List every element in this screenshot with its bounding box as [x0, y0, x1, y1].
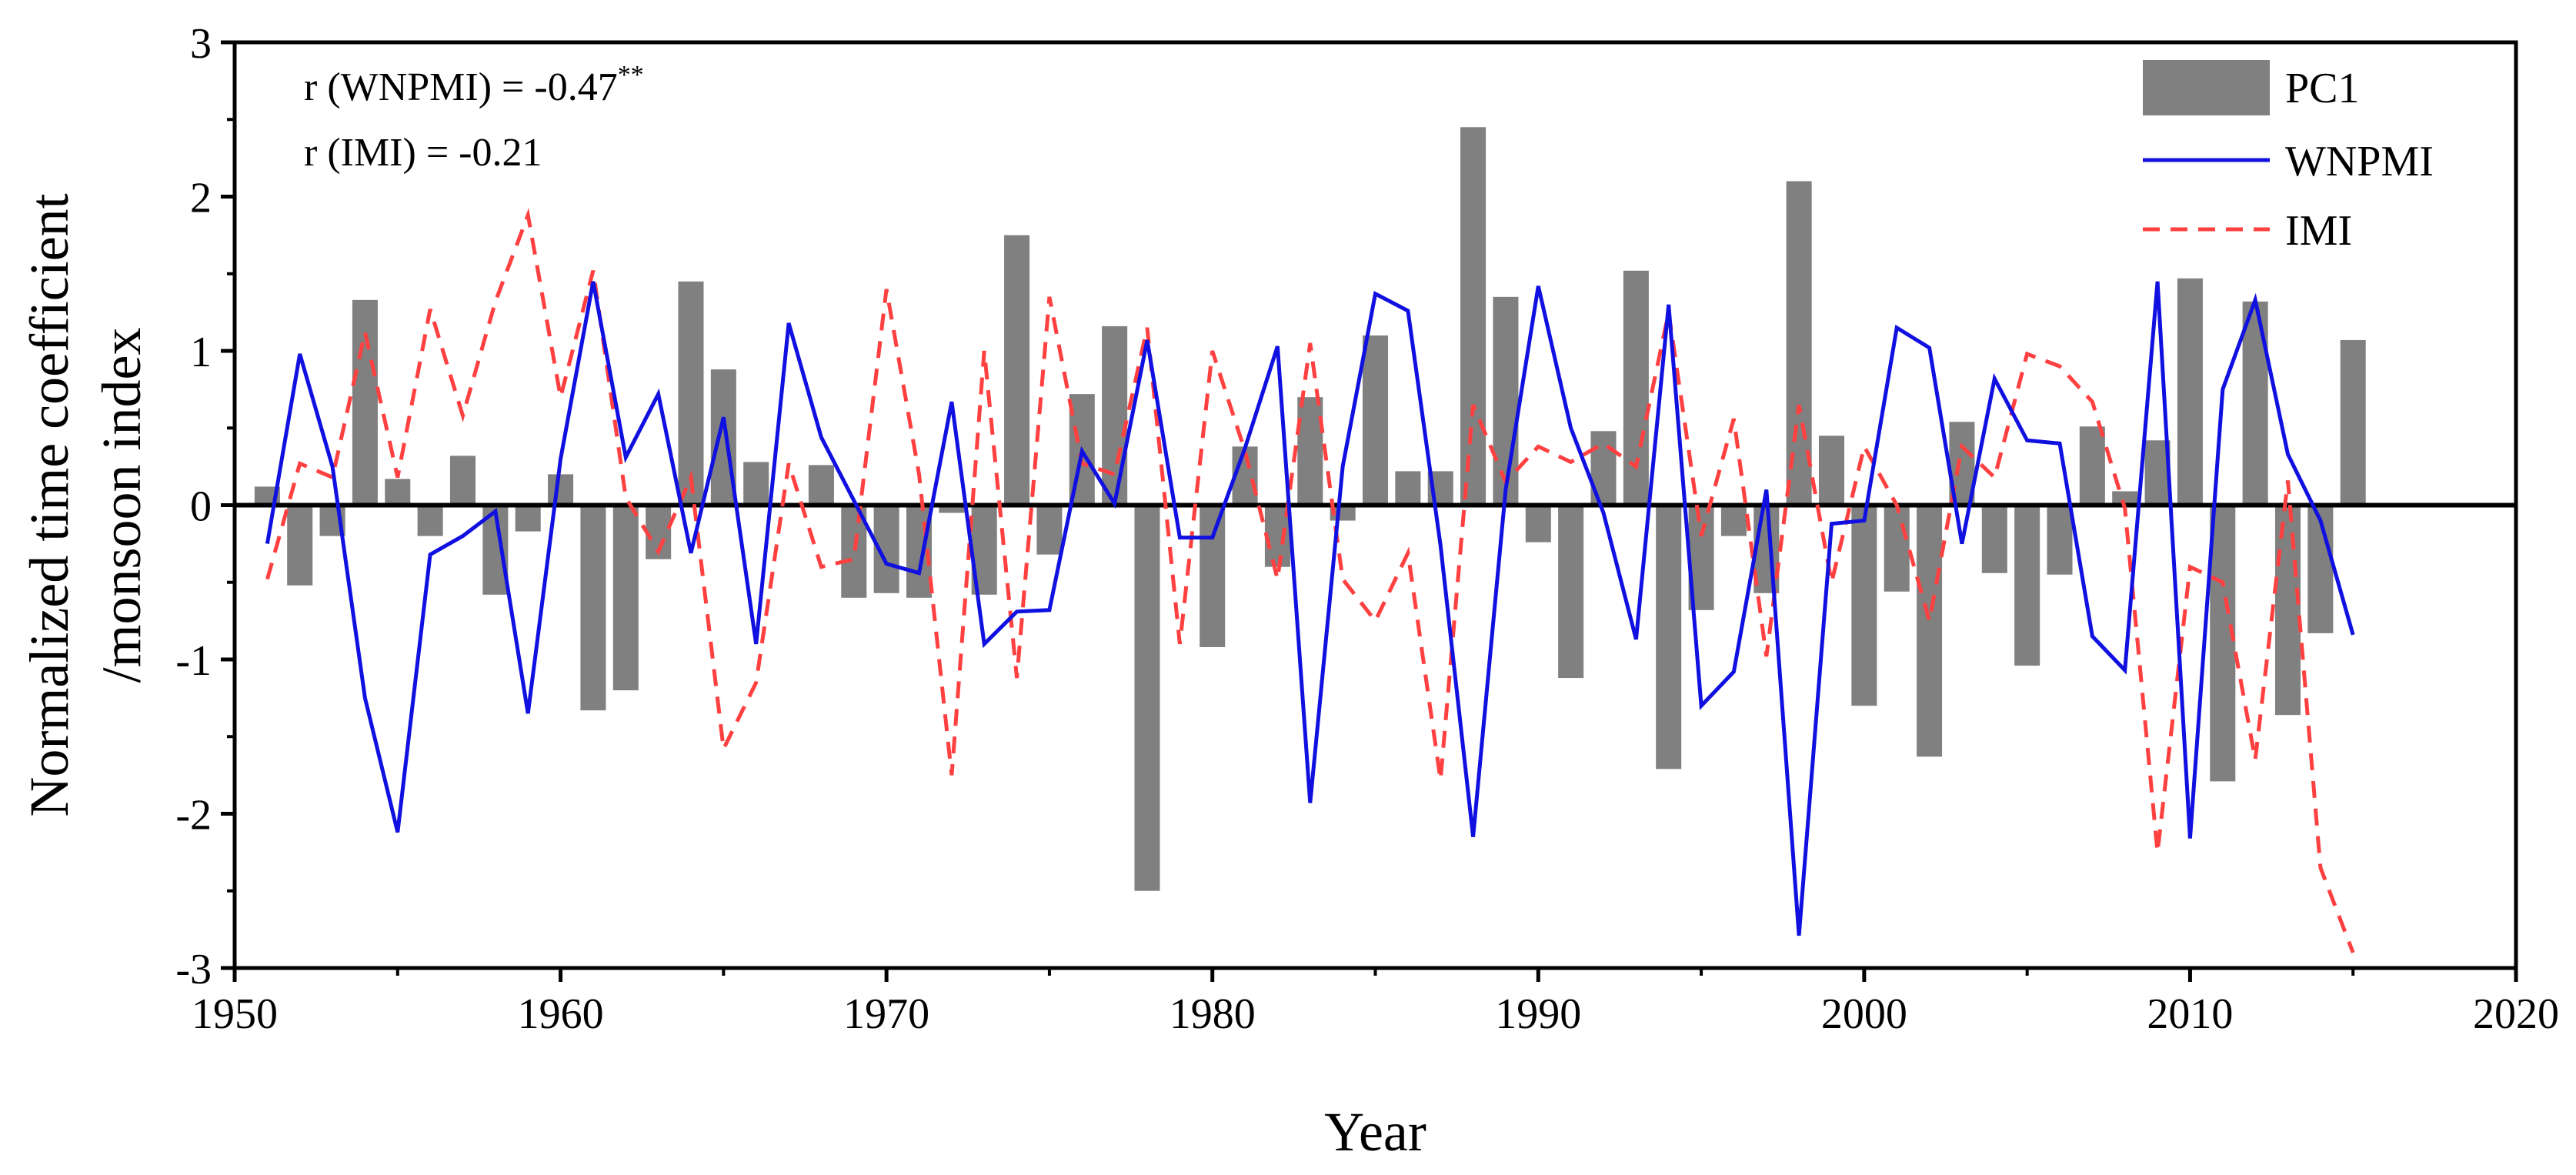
pc1-bar-1961 [580, 505, 606, 711]
correlation-annotation: r (WNPMI) = -0.47** [304, 61, 644, 109]
annotation-superscript: ** [618, 61, 644, 89]
pc1-bar-1985 [1362, 335, 1389, 506]
y-tick-label: 3 [190, 20, 212, 68]
pc1-bar-2013 [2274, 505, 2301, 716]
pc1-bar-1962 [612, 505, 639, 691]
wnpmi-series-line [265, 281, 2355, 936]
x-tick-label: 2020 [2473, 990, 2559, 1038]
pc1-bar-1975 [1036, 505, 1063, 555]
pc1-bar-1956 [417, 505, 443, 536]
pc1-bar-2004 [1981, 505, 2007, 573]
pc1-bar-1989 [1493, 296, 1519, 506]
pc1-bar-1978 [1134, 505, 1160, 891]
pc1-bar-1964 [678, 281, 704, 506]
pc1-bar-1955 [385, 479, 411, 506]
pc1-bar-1991 [1558, 505, 1584, 679]
pc1-bar-2000 [1851, 505, 1877, 706]
pc1-bar-2008 [2112, 491, 2138, 506]
pc1-bar-1986 [1395, 471, 1421, 506]
pc1-bar-1980 [1200, 505, 1226, 647]
x-tick-label: 1950 [192, 990, 278, 1038]
x-tick-label: 1990 [1495, 990, 1581, 1038]
legend-swatch-pc1 [2143, 60, 2270, 115]
pc1-bar-2011 [2210, 505, 2236, 782]
pc1-bar-2002 [1917, 505, 1943, 757]
pc1-bar-2005 [2014, 505, 2040, 666]
x-tick-label: 1980 [1170, 990, 1256, 1038]
pc1-bar-2012 [2242, 301, 2268, 506]
axis-ticks: 1950 1960 1970 1980 1990 2000 2010 2020 -3 -2 -1 0 1… [175, 20, 2559, 1038]
legend-label-wnpmi: WNPMI [2285, 138, 2434, 185]
pc1-bar-1960 [548, 474, 574, 506]
pc1-bar-1988 [1460, 127, 1487, 506]
legend-label-imi: IMI [2285, 207, 2352, 255]
pc1-bar-1972 [939, 505, 965, 513]
y-tick-label: 0 [190, 483, 212, 531]
pc1-bar-2007 [2079, 426, 2105, 506]
legend-label-pc1: PC1 [2285, 65, 2360, 112]
y-tick-label: 1 [190, 329, 212, 376]
pc1-bar-1994 [1656, 505, 1682, 769]
correlation-annotations: r (WNPMI) = -0.47** r (IMI) = -0.21 [304, 61, 644, 175]
pc1-bar-1954 [352, 299, 378, 506]
pc1-bars [254, 127, 2366, 891]
pc1-bar-2010 [2177, 278, 2203, 506]
pc1-bar-1993 [1623, 270, 1649, 506]
pc1-bar-2015 [2340, 339, 2366, 506]
pc1-bar-1952 [287, 505, 313, 586]
pc1-bar-1968 [808, 465, 834, 506]
imi-series-line [265, 208, 2355, 953]
x-tick-label: 2010 [2147, 990, 2233, 1038]
pc1-bar-1966 [743, 462, 769, 506]
y-axis-title-line2: /monsoon index [91, 328, 152, 683]
pc1-bar-1974 [1004, 235, 1030, 506]
pc1-bar-1990 [1525, 505, 1551, 542]
correlation-annotation: r (IMI) = -0.21 [304, 131, 542, 175]
pc1-bar-2001 [1884, 505, 1910, 592]
pc1-bar-1959 [515, 505, 541, 532]
annotation-text: r (IMI) = -0.21 [304, 131, 542, 175]
x-tick-label: 1960 [518, 990, 604, 1038]
y-tick-label: -2 [175, 792, 212, 840]
y-tick-label: 2 [190, 175, 212, 222]
x-axis-title: Year [1324, 1101, 1426, 1163]
y-tick-label: -3 [175, 946, 212, 993]
y-tick-label: -1 [175, 637, 212, 685]
x-tick-label: 1970 [843, 990, 929, 1038]
legend: PC1 WNPMI IMI [2143, 60, 2434, 255]
pc1-bar-1977 [1102, 325, 1128, 506]
pc1-bar-1983 [1297, 397, 1323, 506]
y-axis-title-line1: Normalized time coefficient [18, 193, 80, 816]
pc1-bar-1957 [449, 456, 476, 506]
pc1-bar-1999 [1818, 436, 1845, 506]
pc1-bar-2006 [2047, 505, 2073, 575]
pc1-bar-1996 [1720, 505, 1747, 536]
x-tick-label: 2000 [1821, 990, 1907, 1038]
annotation-text: r (WNPMI) = -0.47 [304, 65, 618, 109]
